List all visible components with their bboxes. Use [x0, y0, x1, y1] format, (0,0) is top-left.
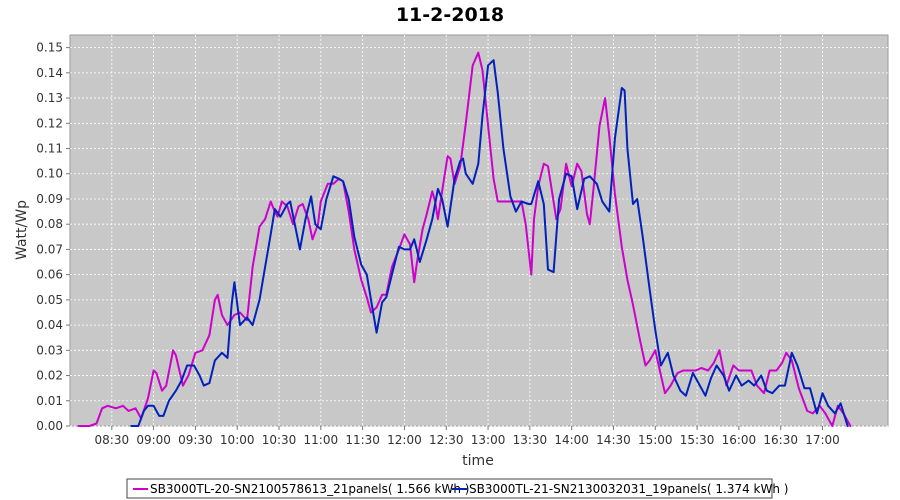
x-tick-label: 15:00	[638, 433, 673, 447]
x-tick-label: 10:00	[220, 433, 255, 447]
y-tick-label: 0.13	[36, 91, 63, 105]
y-tick-label: 0.09	[36, 192, 63, 206]
y-tick-label: 0.12	[36, 116, 63, 130]
x-tick-label: 17:00	[805, 433, 840, 447]
x-tick-label: 08:30	[95, 433, 130, 447]
x-tick-label: 10:30	[262, 433, 297, 447]
y-tick-label: 0.02	[36, 369, 63, 383]
legend-box	[126, 478, 773, 499]
y-tick-label: 0.11	[36, 142, 63, 156]
y-axis-label: Watt/Wp	[14, 200, 30, 260]
series-line-2	[130, 59, 849, 427]
y-tick-label: 0.08	[36, 217, 63, 231]
x-tick-label: 16:30	[763, 433, 798, 447]
x-tick-label: 16:00	[722, 433, 757, 447]
y-tick-label: 0.04	[36, 318, 63, 332]
y-tick-label: 0.03	[36, 343, 63, 357]
plot-area	[69, 34, 889, 427]
chart-title: 11-2-2018	[396, 4, 504, 26]
y-tick-label: 0.14	[36, 66, 63, 80]
y-tick-label: 0.05	[36, 293, 63, 307]
x-tick-label: 12:30	[429, 433, 464, 447]
legend-label-1: SB3000TL-20-SN2100578613_21panels( 1.566…	[150, 482, 469, 496]
legend: SB3000TL-20-SN2100578613_21panels( 1.566…	[133, 482, 788, 496]
x-tick-label: 11:30	[345, 433, 380, 447]
y-tick-label: 0.10	[36, 167, 63, 181]
y-tick-label: 0.06	[36, 268, 63, 282]
x-tick-label: 09:30	[178, 433, 213, 447]
y-axis: 0.00 0.01 0.02 0.03 0.04 0.05 0.06 0.07 0.08 0.09…	[36, 41, 70, 433]
x-tick-label: 13:30	[513, 433, 548, 447]
x-tick-label: 14:30	[596, 433, 631, 447]
x-tick-label: 15:30	[680, 433, 715, 447]
x-tick-label: 11:00	[304, 433, 339, 447]
legend-label-2: SB3000TL-21-SN2130032031_19panels( 1.374…	[469, 482, 788, 496]
x-axis: 08:30 09:00 09:30 10:00 10:30 11:00 11:30 12:00…	[95, 426, 840, 447]
y-tick-label: 0.07	[36, 242, 63, 256]
x-tick-label: 12:00	[387, 433, 422, 447]
grid-lines	[70, 35, 888, 427]
y-tick-label: 0.15	[36, 41, 63, 55]
x-tick-label: 09:00	[136, 433, 171, 447]
x-tick-label: 13:00	[471, 433, 506, 447]
y-tick-label: 0.00	[36, 419, 63, 433]
x-tick-label: 14:00	[554, 433, 589, 447]
series-line-1	[77, 51, 852, 427]
series-lines	[77, 51, 852, 427]
x-axis-label: time	[462, 453, 494, 469]
y-tick-label: 0.01	[36, 394, 63, 408]
